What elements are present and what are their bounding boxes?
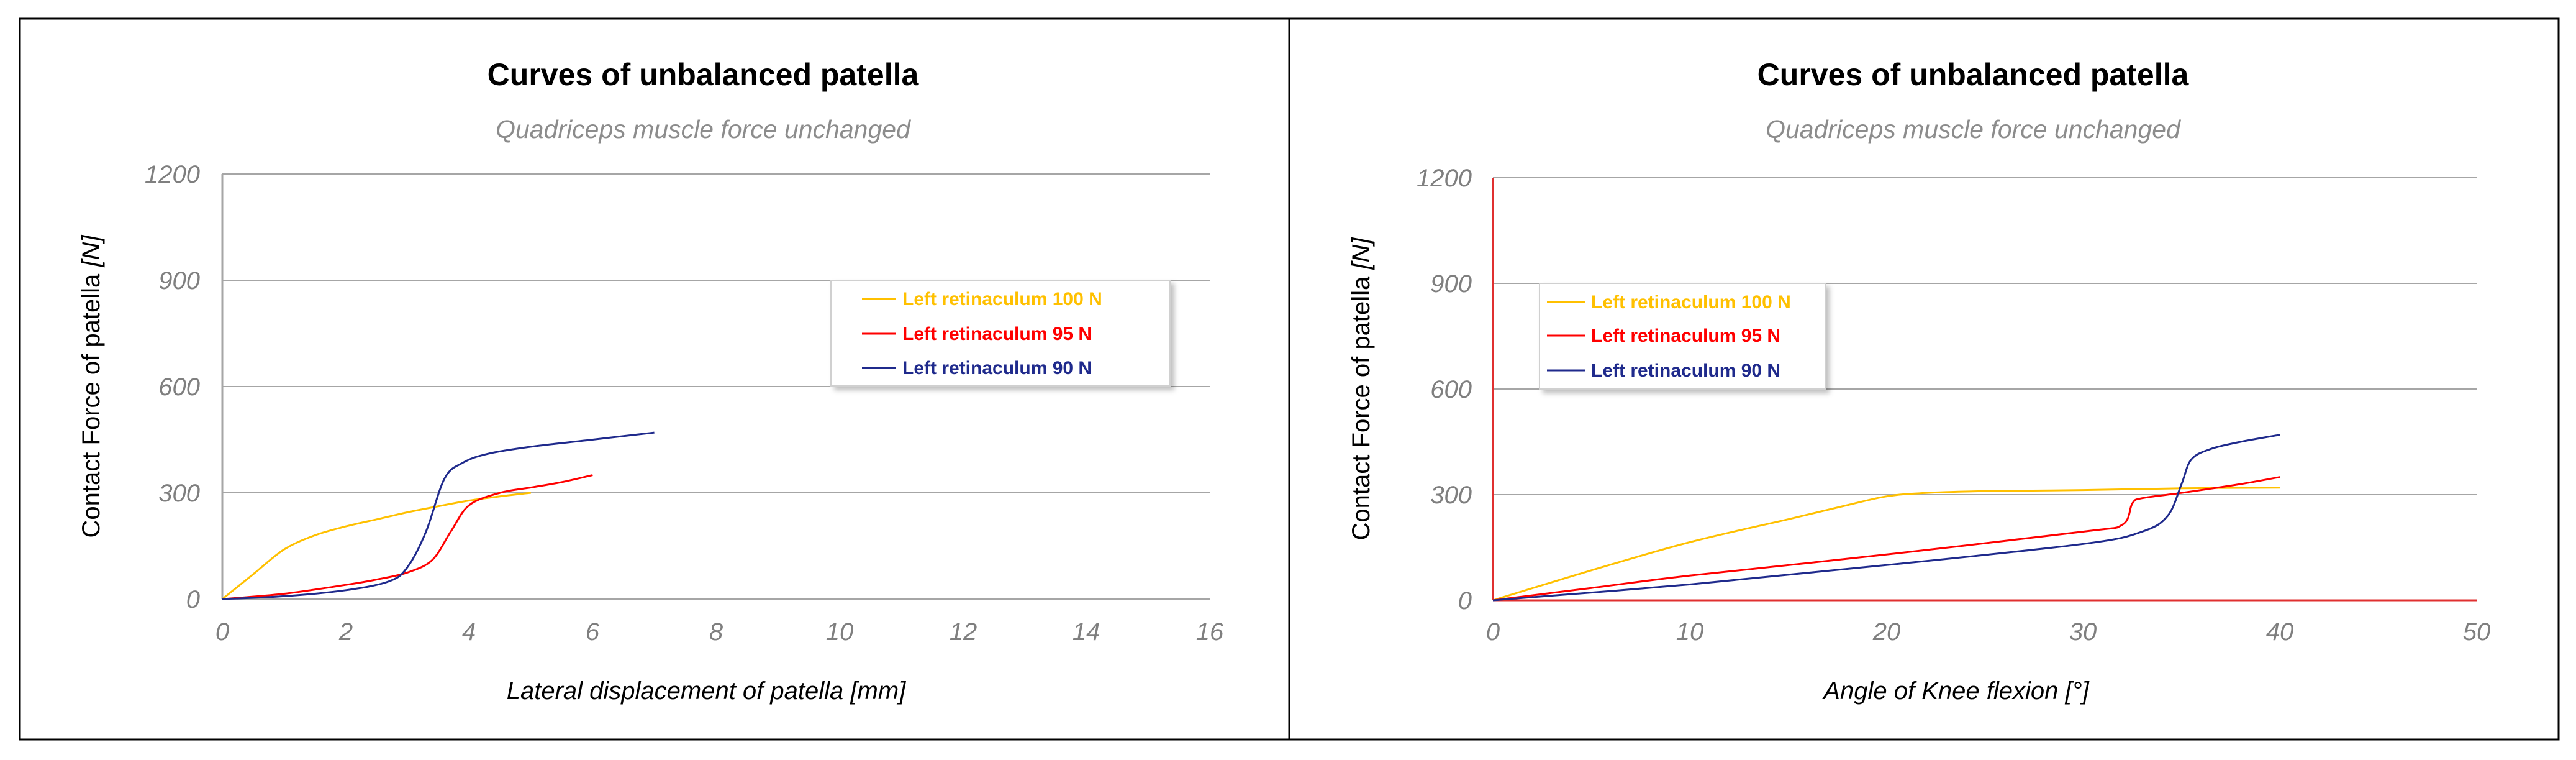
y-tick-label: 0	[186, 586, 200, 613]
chart-subtitle: Quadriceps muscle force unchanged	[1766, 115, 2181, 144]
series-line-90n	[1492, 434, 2280, 602]
y-tick-label: 0	[1458, 587, 1472, 615]
y-tick-label: 300	[1430, 482, 1472, 509]
x-axis-label: Lateral displacement of patella [mm]	[507, 677, 906, 705]
y-axis-label: Contact Force of patella [N]	[1348, 237, 1375, 541]
legend: Left retinaculum 100 N Left retinaculum …	[1539, 283, 1826, 390]
y-tick-label: 900	[158, 267, 200, 295]
legend-label-90n: Left retinaculum 90 N	[1591, 360, 1780, 381]
y-tick-labels: 1200 900 600 300 0	[145, 161, 200, 613]
chart-title: Curves of unbalanced patella	[1757, 57, 2190, 92]
y-axis-label-unit: [N]	[78, 235, 105, 268]
series-lines	[222, 431, 655, 600]
x-tick-label: 40	[2266, 618, 2294, 646]
y-tick-label: 900	[1430, 270, 1472, 298]
x-tick-label: 12	[950, 618, 977, 646]
series-line-95n	[1492, 476, 2280, 602]
y-tick-label: 300	[158, 480, 200, 507]
series-line-100n	[1492, 487, 2280, 602]
x-tick-label: 0	[215, 618, 229, 646]
legend-label-90n: Left retinaculum 90 N	[902, 358, 1092, 378]
x-tick-label: 4	[462, 618, 476, 646]
x-tick-label: 14	[1073, 618, 1100, 646]
x-tick-label: 10	[826, 618, 854, 646]
y-tick-label: 1200	[145, 161, 200, 188]
legend-label-95n: Left retinaculum 95 N	[1591, 326, 1780, 346]
x-tick-label: 8	[709, 618, 723, 646]
legend-label-100n: Left retinaculum 100 N	[1591, 292, 1791, 313]
y-axis-label-main: Contact Force of patella	[1348, 270, 1375, 541]
y-axis-label-main: Contact Force of patella	[78, 267, 105, 538]
x-tick-label: 6	[586, 618, 600, 646]
x-tick-labels: 0 10 20 30 40 50	[1486, 618, 2490, 646]
x-tick-label: 10	[1676, 618, 1704, 646]
x-tick-labels: 0 2 4 6 8 10 12 14 16	[215, 618, 1224, 646]
series-lines	[1492, 434, 2280, 602]
x-tick-label: 2	[338, 618, 353, 646]
legend-label-95n: Left retinaculum 95 N	[902, 324, 1092, 344]
series-line-90n	[222, 431, 655, 600]
x-tick-label: 16	[1196, 618, 1224, 646]
chart-title: Curves of unbalanced patella	[488, 57, 920, 92]
legend-label-100n: Left retinaculum 100 N	[902, 289, 1102, 309]
y-axis-label-unit: [N]	[1348, 237, 1375, 270]
x-tick-label: 30	[2069, 618, 2097, 646]
chart-knee-flexion: Curves of unbalanced patella Quadriceps …	[1348, 57, 2490, 705]
legend-box	[1539, 283, 1826, 390]
x-tick-label: 50	[2463, 618, 2491, 646]
x-tick-label: 20	[1872, 618, 1901, 646]
y-axis-label: Contact Force of patella [N]	[78, 235, 105, 538]
y-tick-label: 600	[158, 373, 200, 401]
series-line-95n	[222, 474, 593, 600]
y-tick-label: 600	[1430, 376, 1472, 403]
y-tick-label: 1200	[1417, 165, 1472, 192]
y-tick-labels: 1200 900 600 300 0	[1417, 165, 1472, 615]
legend: Left retinaculum 100 N Left retinaculum …	[830, 280, 1171, 387]
x-tick-label: 0	[1486, 618, 1500, 646]
chart-lateral-displacement: Curves of unbalanced patella Quadriceps …	[78, 57, 1224, 705]
chart-subtitle: Quadriceps muscle force unchanged	[496, 115, 911, 144]
x-axis-label: Angle of Knee flexion [°]	[1822, 677, 2089, 705]
